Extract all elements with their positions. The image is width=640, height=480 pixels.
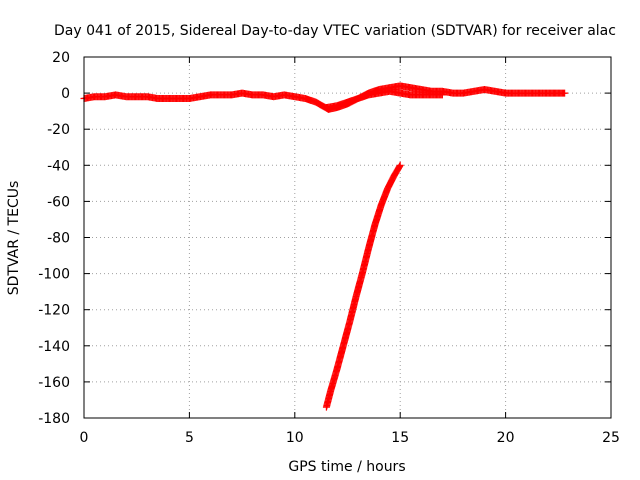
y-tick-label: -180 [38,411,70,427]
y-tick-label: -100 [38,267,70,283]
y-axis-label: SDTVAR / TECUs [6,181,22,296]
x-tick-label: 0 [80,430,89,446]
series-0-points [80,82,569,113]
y-tick-label: 0 [61,86,70,102]
y-tick-label: -160 [38,375,70,391]
x-ticks: 0 5 10 15 20 25 [80,57,620,446]
plot-frame [83,56,612,419]
data-point [561,89,569,97]
y-tick-label: -140 [38,339,70,355]
y-tick-label: -80 [47,231,70,247]
chart-title: Day 041 of 2015, Sidereal Day-to-day VTE… [54,23,616,39]
series-1-points [322,87,446,112]
y-tick-label: -120 [38,303,70,319]
y-tick-label: -40 [47,158,70,174]
y-tick-label: 20 [52,50,70,66]
x-tick-label: 5 [185,430,194,446]
x-tick-label: 15 [391,430,409,446]
x-tick-label: 20 [497,430,515,446]
x-axis-label: GPS time / hours [288,459,405,475]
x-tick-label: 10 [286,430,304,446]
data-point [438,91,446,99]
y-ticks: 20 0 -20 -40 -60 -80 -100 -120 -140 -160 -180 [38,50,611,427]
data-points [80,82,569,411]
y-tick-label: -60 [47,194,70,210]
y-tick-label: -20 [47,122,70,138]
x-tick-label: 25 [602,430,620,446]
data-point [396,161,404,169]
series-2-points [322,161,404,411]
grid [84,57,611,418]
